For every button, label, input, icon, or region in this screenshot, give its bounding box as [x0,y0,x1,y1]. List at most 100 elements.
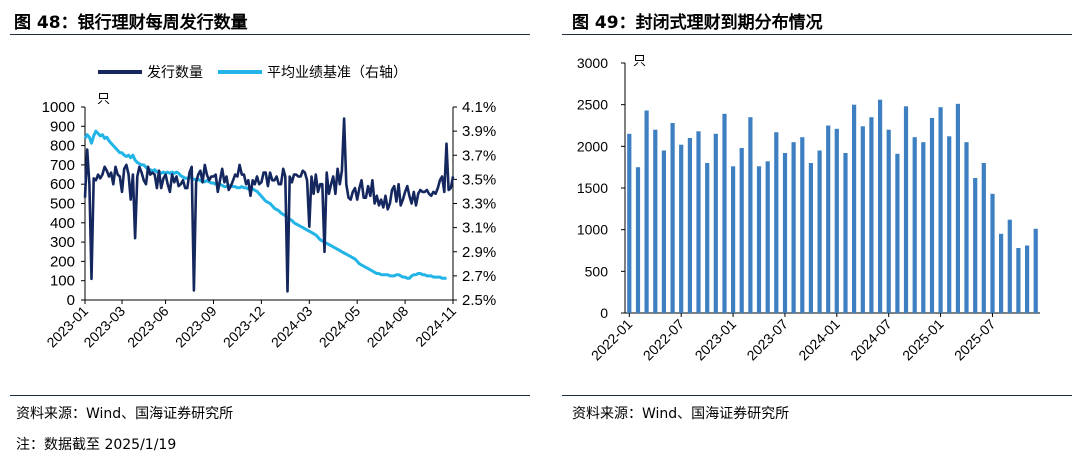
maturity-bar [627,133,632,313]
y-tick-label: 2500 [577,97,608,113]
left-y-tick-label: 100 [50,273,75,290]
right-bottom-rule [562,395,1072,396]
x-tick-label: 2022-07 [640,316,688,364]
maturity-bar [696,131,701,313]
x-tick-label: 2025-01 [899,316,947,364]
unit-label: 只 [633,53,646,68]
left-data-cutoff-note: 注：数据截至 2025/1/19 [16,437,177,453]
right-y-tick-label: 2.9% [462,244,496,261]
legend-label-issuance-count: 发行数量 [147,64,203,80]
maturity-bar [1033,228,1038,313]
maturity-bar [713,133,718,313]
x-tick-label: 2025-07 [951,316,999,364]
maturity-bar [722,113,727,313]
right-y-tick-label: 3.9% [462,123,496,140]
left-y-tick-label: 300 [50,234,75,251]
maturity-bar [635,167,641,313]
right-y-tick-label: 2.7% [462,268,496,285]
left-y-tick-label: 800 [50,138,75,155]
right-source-note: 资料来源：Wind、国海证券研究所 [572,406,790,422]
right-title-rule [562,34,1072,35]
maturity-bar [981,163,986,313]
left-y-tick-label: 200 [50,253,75,270]
x-tick-label: 2023-07 [743,316,791,364]
maturity-bar [973,178,978,313]
left-y-tick-label: 600 [50,176,75,193]
maturity-bar [661,150,666,313]
left-figure-title: 图 48：银行理财每周发行数量 [14,13,248,33]
legend-label-avg-benchmark: 平均业绩基准（右轴） [267,64,407,80]
left-y-tick-label: 500 [50,196,75,213]
weekly-issuance-chart: 0 100 200 300 400 500 600 700 800 900 1000 只 2.5% 2.7… [42,64,497,350]
maturity-bar [1007,219,1012,313]
maturity-bar [921,142,926,313]
maturity-bar [687,138,692,313]
maturity-bar [748,117,753,313]
maturity-bar [679,144,684,313]
maturity-bar [929,118,935,313]
y-tick-label: 0 [600,305,608,321]
maturity-bar [1025,245,1030,313]
maturity-bar [852,104,857,313]
left-bottom-rule [10,395,530,396]
maturity-bar [670,123,675,313]
maturity-bar [912,137,917,313]
maturity-bar [903,106,909,313]
maturity-bar [834,128,839,313]
maturity-bar [895,153,900,313]
maturity-bar [644,110,649,313]
left-title-rule [10,34,530,35]
y-tick-label: 2000 [577,138,608,154]
maturity-bar [800,137,805,313]
maturity-bar [878,99,883,313]
y-tick-label: 1000 [577,222,608,238]
issuance-count-series-line [83,117,455,293]
left-unit-label: 只 [97,91,110,106]
x-tick-label: 2022-01 [588,316,636,364]
right-y-tick-label: 3.1% [462,220,496,237]
left-y-tick-label: 0 [67,292,75,309]
left-y-tick-label: 400 [50,215,75,232]
maturity-bar [947,136,952,313]
maturity-bar [782,153,788,313]
right-figure-title: 图 49：封闭式理财到期分布情况 [572,13,823,33]
right-y-tick-label: 3.5% [462,171,496,188]
maturity-bar [705,163,710,313]
maturity-bar [938,107,943,313]
maturity-bar [817,150,822,313]
maturity-bar [791,142,796,313]
right-y-tick-label: 3.7% [462,147,496,164]
maturity-bar [860,126,865,313]
y-tick-label: 1500 [577,180,608,196]
maturity-bar [964,142,969,313]
maturity-bar [886,129,891,313]
maturity-bar [739,148,744,313]
maturity-bar [843,153,848,313]
maturity-bar [869,117,874,313]
right-y-tick-label: 4.1% [462,99,496,116]
avg-benchmark-series-line [83,129,447,280]
maturity-bar [774,132,779,313]
maturity-bar [826,125,831,313]
x-tick-label: 2024-01 [795,316,843,364]
left-y-tick-label: 900 [50,118,75,135]
y-tick-label: 500 [585,263,609,279]
right-y-tick-label: 3.3% [462,196,496,213]
maturity-bar [756,166,762,313]
maturity-bar [1016,248,1021,313]
x-tick-label: 2024-07 [847,316,895,364]
maturity-bar [955,103,960,313]
left-source-note: 资料来源：Wind、国海证券研究所 [16,406,234,422]
maturity-bar [808,163,813,313]
maturity-bar [999,233,1004,313]
y-tick-label: 3000 [577,55,608,71]
maturity-bar [731,166,736,313]
maturity-bar [653,129,658,313]
maturity-bar [990,193,995,313]
maturity-bar [765,161,770,313]
left-y-tick-label: 700 [50,157,75,174]
right-y-tick-label: 2.5% [462,292,496,309]
left-y-tick-label: 1000 [42,99,75,116]
x-tick-label: 2023-01 [692,316,740,364]
